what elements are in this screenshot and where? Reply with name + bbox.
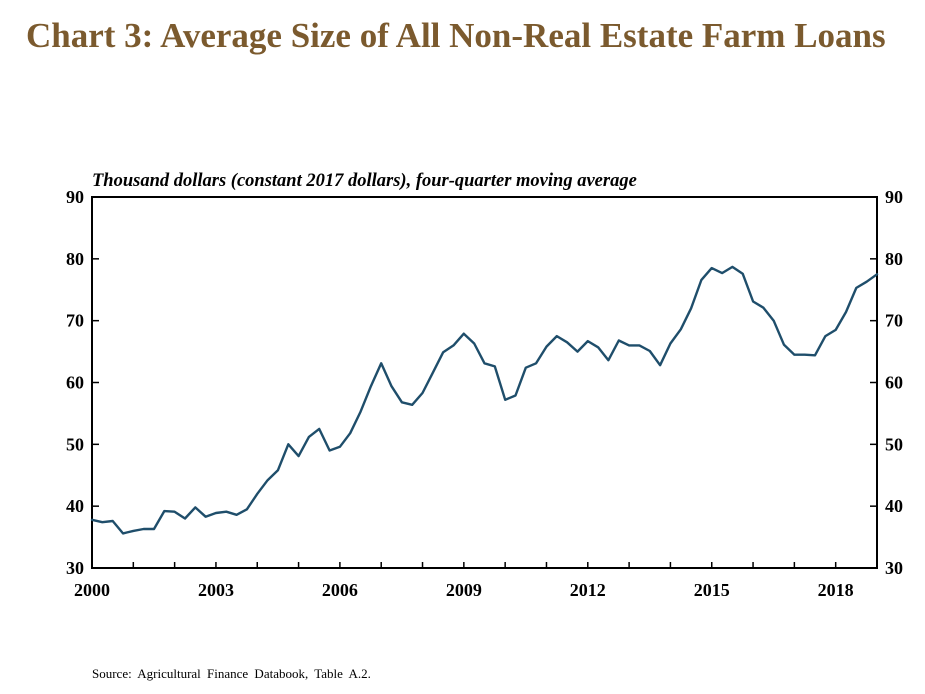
plot-frame — [91, 196, 878, 569]
y-tick-label-right: 50 — [885, 434, 903, 454]
x-tick-label: 2012 — [570, 580, 606, 600]
chart-title: Chart 3: Average Size of All Non-Real Es… — [26, 16, 886, 55]
x-tick-label: 2009 — [446, 580, 482, 600]
y-axis-right: 30 40 50 60 70 80 90 — [870, 187, 903, 578]
x-axis: 2000 2003 2006 2009 2012 2015 2018 — [74, 562, 878, 600]
y-axis-left: 30 40 50 60 70 80 90 — [66, 187, 99, 578]
y-tick-label-left: 50 — [66, 434, 84, 454]
y-tick-label-right: 30 — [885, 558, 903, 578]
y-tick-label-left: 30 — [66, 558, 84, 578]
x-tick-label: 2015 — [694, 580, 730, 600]
x-tick-label: 2018 — [818, 580, 854, 600]
chart-subtitle: Thousand dollars (constant 2017 dollars)… — [92, 171, 637, 191]
x-tick-label: 2006 — [322, 580, 358, 600]
y-tick-label-left: 40 — [66, 496, 84, 516]
series-line — [90, 265, 879, 535]
x-tick-label: 2000 — [74, 580, 110, 600]
y-tick-label-left: 70 — [66, 311, 84, 331]
y-tick-label-left: 90 — [66, 187, 84, 207]
y-tick-label-right: 40 — [885, 496, 903, 516]
source-note: Source: Agricultural Finance Databook, T… — [92, 666, 371, 681]
y-tick-label-left: 60 — [66, 373, 84, 393]
y-tick-label-right: 60 — [885, 373, 903, 393]
y-tick-label-right: 80 — [885, 249, 903, 269]
y-tick-label-left: 80 — [66, 249, 84, 269]
x-tick-label: 2003 — [198, 580, 234, 600]
y-tick-label-right: 90 — [885, 187, 903, 207]
y-tick-label-right: 70 — [885, 311, 903, 331]
